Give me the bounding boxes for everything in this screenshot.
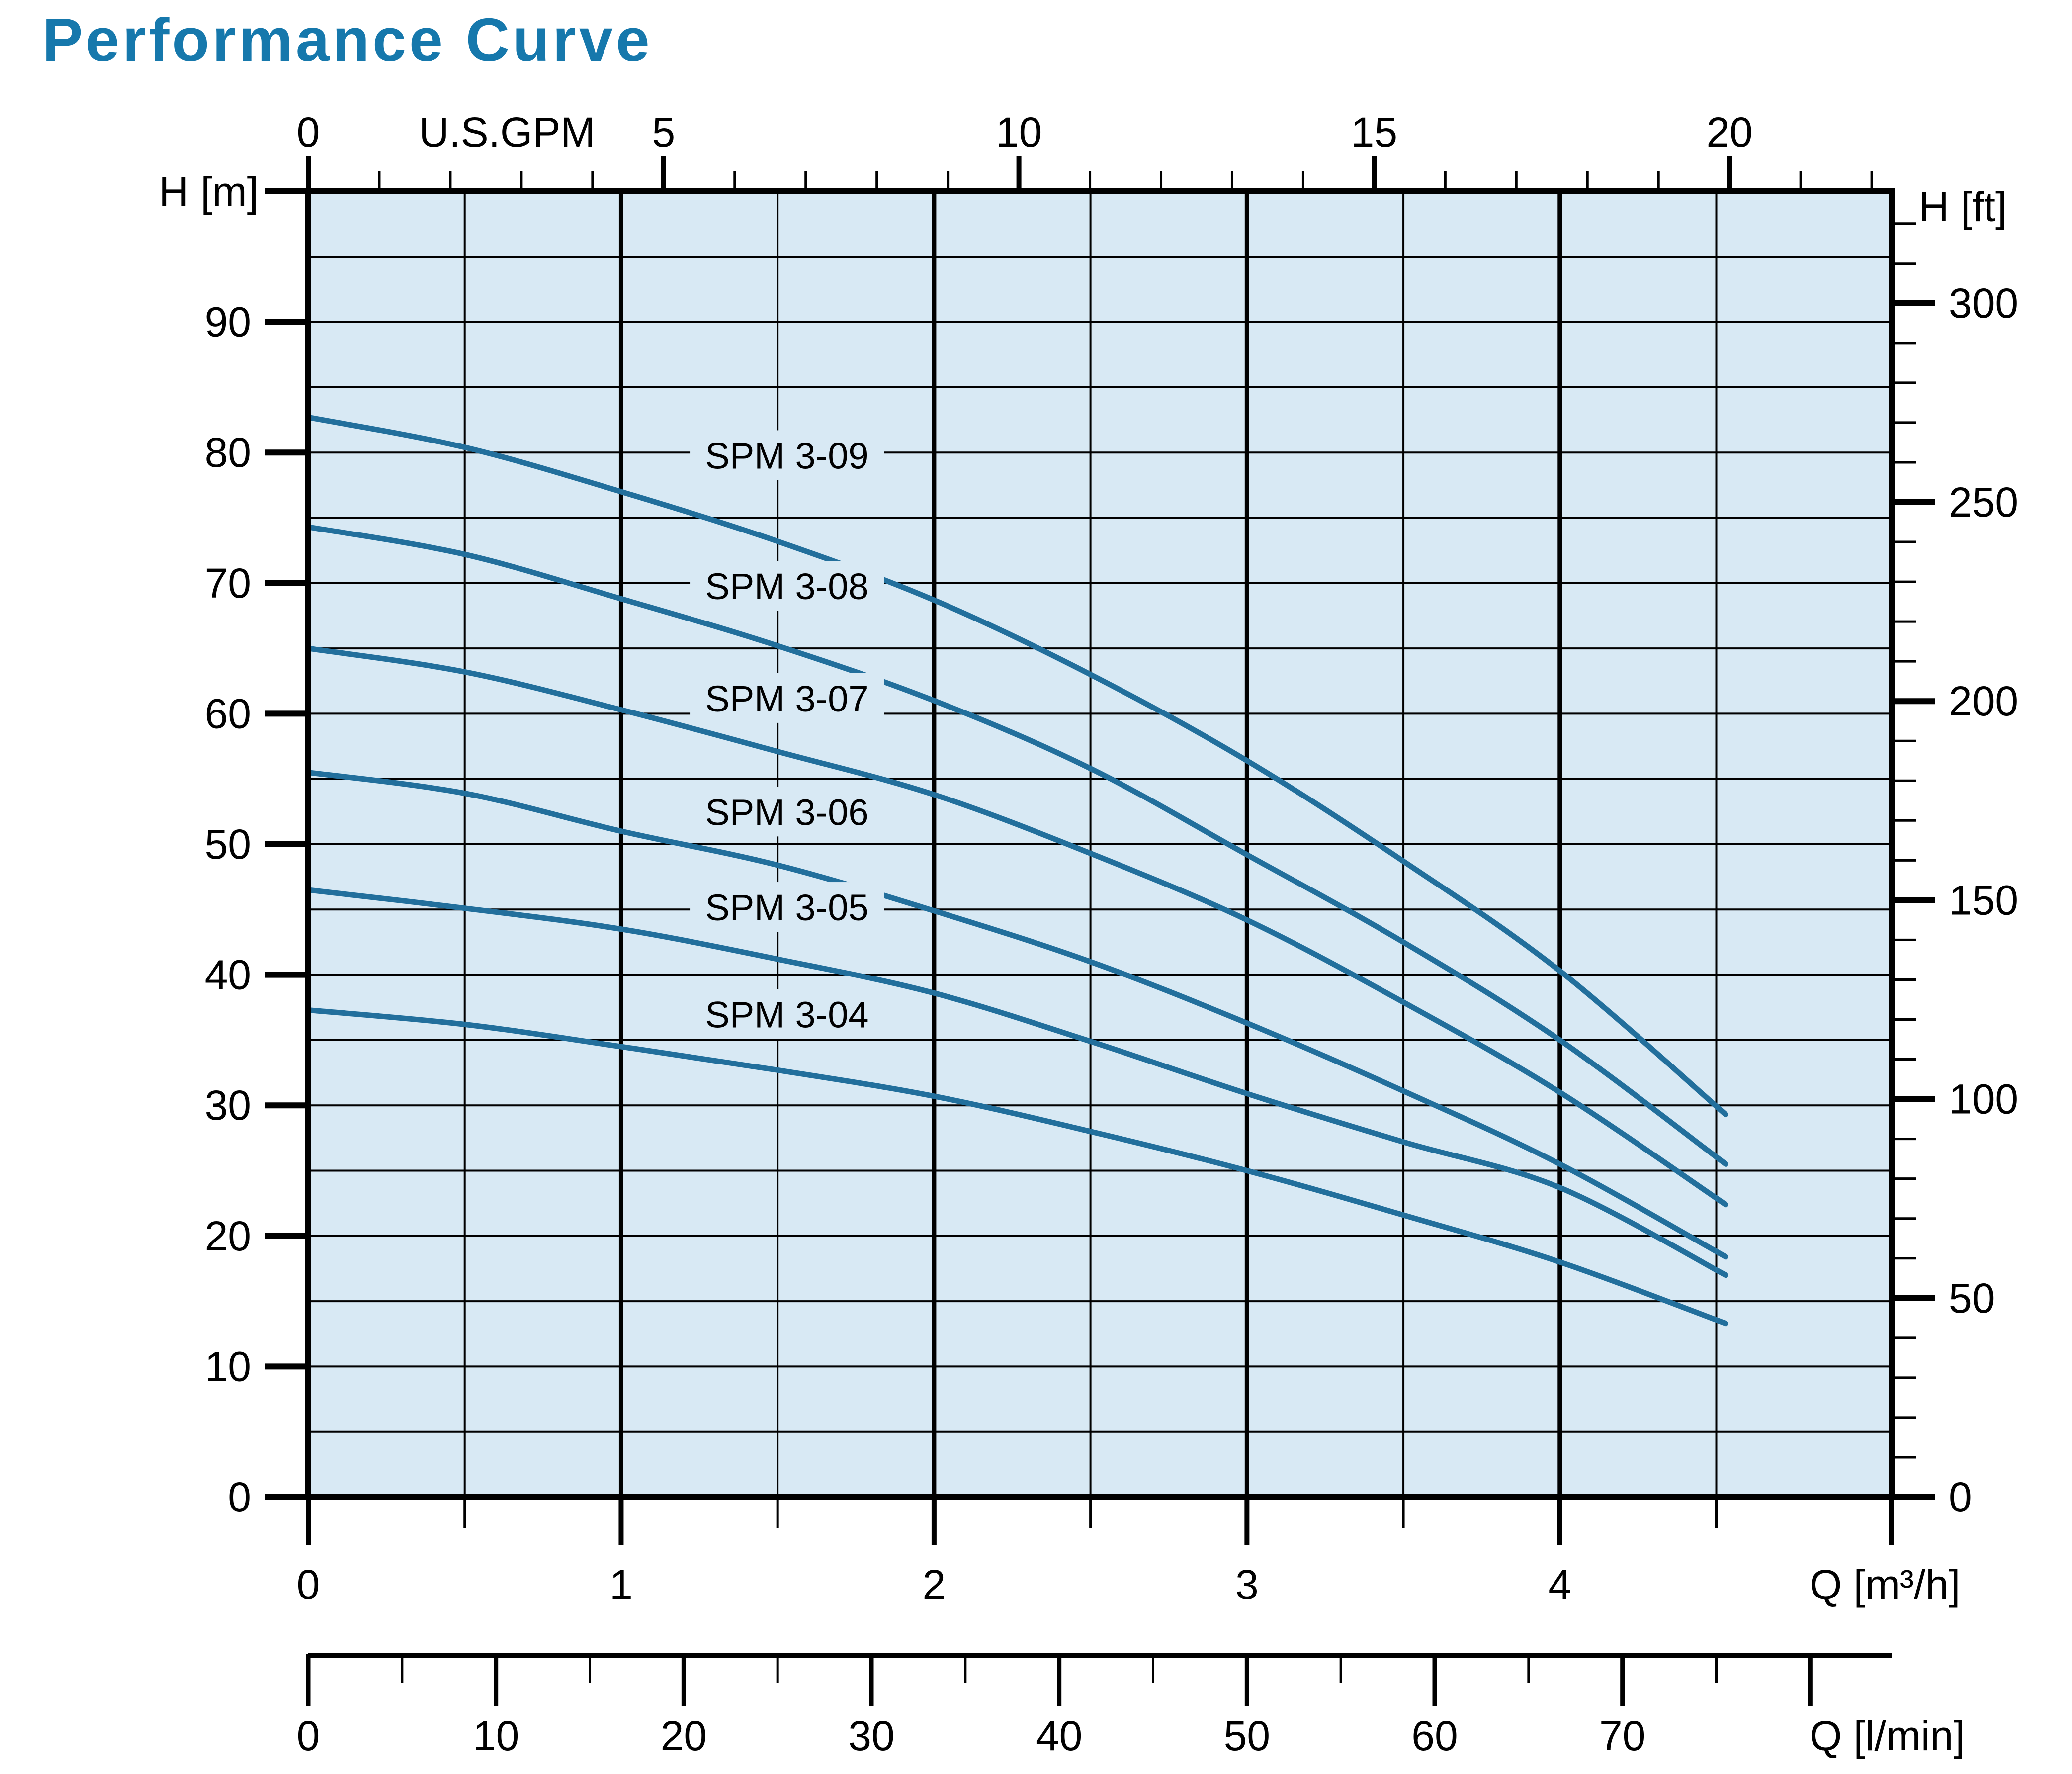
h-m-tick-label: 10 — [205, 1343, 251, 1390]
h-m-tick-label: 60 — [205, 690, 251, 737]
q-m3h-tick-label: 1 — [609, 1561, 633, 1608]
q-lmin-tick-label: 10 — [473, 1712, 519, 1759]
curve-label: SPM 3-08 — [705, 566, 869, 607]
chart-title: Performance Curve — [42, 6, 653, 74]
curve-label: SPM 3-05 — [705, 887, 869, 928]
curve-label-background — [690, 673, 884, 723]
h-m-tick-label: 80 — [205, 429, 251, 476]
gpm-axis-title: U.S.GPM — [419, 109, 596, 156]
curve-label-background — [690, 882, 884, 932]
q-m3h-tick-label: 2 — [923, 1561, 946, 1608]
gpm-tick-label: 15 — [1351, 109, 1397, 156]
q-m3h-axis-title: Q [m³/h] — [1810, 1561, 1960, 1608]
h-m-tick-label: 30 — [205, 1082, 251, 1129]
curve-spm-3-08 — [305, 524, 1728, 1167]
q-m3h-tick-label: 4 — [1548, 1561, 1571, 1608]
q-m3h-tick-label: 3 — [1235, 1561, 1259, 1608]
gpm-tick-label: 0 — [297, 109, 320, 156]
h-ft-tick-label: 0 — [1949, 1474, 1972, 1520]
h-ft-tick-label: 200 — [1949, 678, 2018, 724]
curve-label: SPM 3-06 — [705, 792, 869, 833]
h-m-tick-label: 40 — [205, 952, 251, 998]
curve-spm-3-07 — [305, 645, 1728, 1208]
q-lmin-axis-title: Q [l/min] — [1810, 1712, 1965, 1759]
curve-label: SPM 3-07 — [705, 678, 869, 719]
h-m-tick-label: 70 — [205, 560, 251, 607]
h-m-tick-label: 20 — [205, 1213, 251, 1259]
q-lmin-tick-label: 20 — [661, 1712, 707, 1759]
curve-label: SPM 3-04 — [705, 994, 869, 1035]
h-m-tick-label: 50 — [205, 821, 251, 868]
curve-label-background — [690, 430, 884, 480]
h-ft-tick-label: 100 — [1949, 1076, 2018, 1123]
curve-label-background — [690, 787, 884, 837]
h-ft-tick-label: 150 — [1949, 877, 2018, 923]
curve-spm-3-09 — [305, 414, 1728, 1118]
gpm-tick-label: 5 — [652, 109, 675, 156]
curve-label-background — [690, 989, 884, 1039]
q-lmin-tick-label: 30 — [848, 1712, 894, 1759]
curve-label-background — [690, 561, 884, 611]
q-lmin-tick-label: 70 — [1599, 1712, 1645, 1759]
h-ft-axis-title: H [ft] — [1919, 183, 2007, 230]
q-m3h-tick-label: 0 — [297, 1561, 320, 1608]
h-m-tick-label: 0 — [228, 1474, 251, 1520]
h-ft-tick-label: 250 — [1949, 479, 2018, 526]
q-lmin-tick-label: 40 — [1036, 1712, 1082, 1759]
plot-area: SPM 3-09 SPM 3-08 SPM 3-07 SPM 3-06 SPM 3-05… — [159, 109, 2018, 1759]
gpm-tick-label: 20 — [1706, 109, 1752, 156]
q-lmin-tick-label: 0 — [297, 1712, 320, 1759]
h-m-tick-label: 90 — [205, 299, 251, 346]
h-ft-tick-label: 300 — [1949, 280, 2018, 327]
curve-spm-3-06 — [305, 770, 1728, 1260]
curve-label: SPM 3-09 — [705, 435, 869, 476]
q-lmin-tick-label: 50 — [1224, 1712, 1270, 1759]
h-m-axis-title: H [m] — [159, 169, 259, 215]
gpm-tick-label: 10 — [996, 109, 1042, 156]
curve-spm-3-05 — [305, 887, 1728, 1278]
h-ft-tick-label: 50 — [1949, 1275, 1995, 1322]
q-lmin-tick-label: 60 — [1411, 1712, 1458, 1759]
curve-spm-3-04 — [305, 1007, 1728, 1327]
